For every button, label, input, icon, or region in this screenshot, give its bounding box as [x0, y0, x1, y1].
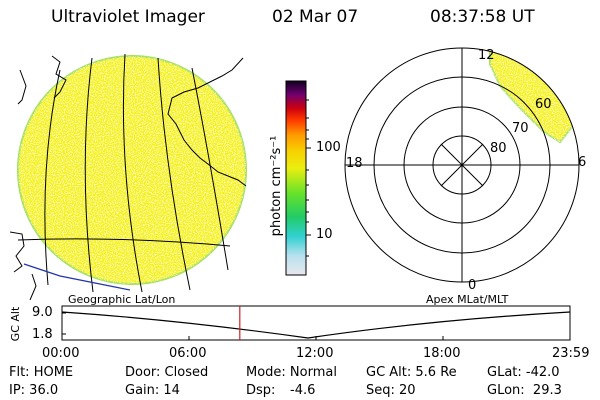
polar-grid: [344, 47, 580, 283]
status-gain: Gain: 14: [125, 383, 180, 398]
globe-gridlines: [17, 53, 231, 293]
gc-alt-curve: [61, 311, 571, 339]
x-tick-0600: 06:00: [169, 346, 207, 361]
mlat-label-70: 70: [512, 121, 529, 136]
status-gc-alt: GC Alt: 5.6 Re: [366, 365, 457, 380]
colorbar-ticks: [306, 99, 311, 257]
x-tick-1800: 18:00: [423, 346, 461, 361]
colorbar-tick-100: 100: [316, 140, 341, 155]
x-tick-1200: 12:00: [296, 346, 334, 361]
app-title: Ultraviolet Imager: [51, 7, 205, 27]
mlt-label-18: 18: [346, 156, 363, 171]
status-door: Door: Closed: [125, 365, 209, 380]
date-label: 02 Mar 07: [272, 7, 359, 27]
y-axis-label: GC Alt: [9, 306, 22, 342]
orbit-ticks: [62, 312, 444, 340]
mlt-label-6: 6: [578, 155, 587, 170]
x-tick-0000: 00:00: [42, 346, 80, 361]
y-tick-9: 9.0: [32, 305, 53, 320]
terminator-line: [23, 263, 131, 291]
globe-speckle: [18, 56, 246, 284]
colorbar-unit-label: photon cm⁻²s⁻¹: [269, 135, 284, 237]
status-ip: IP: 36.0: [9, 383, 59, 398]
geographic-title: Geographic Lat/Lon: [68, 293, 176, 306]
mlat-label-80: 80: [490, 141, 507, 156]
time-label: 08:37:58 UT: [430, 7, 535, 27]
status-glon: GLon: 29.3: [487, 383, 562, 398]
coastline-map: [10, 55, 247, 300]
apex-title: Apex MLat/MLT: [426, 293, 509, 306]
status-mode: Mode: Normal: [246, 365, 337, 380]
status-flt: Flt: HOME: [9, 365, 74, 380]
y-tick-1.8: 1.8: [32, 327, 53, 342]
orbit-panel: [61, 305, 571, 341]
mlat-label-60: 60: [535, 97, 552, 112]
colorbar-tick-10: 10: [316, 227, 333, 242]
status-seq: Seq: 20: [366, 383, 416, 398]
status-dsp: Dsp:: [246, 383, 276, 398]
status-glat: GLat: -42.0: [487, 365, 560, 380]
status-dsp-value: -4.6: [290, 383, 316, 398]
mlt-label-12: 12: [478, 48, 495, 63]
globe-image: [10, 53, 247, 300]
orbit-frame: [61, 305, 571, 341]
auroral-speckle: [490, 48, 578, 142]
mlt-label-0: 0: [468, 278, 477, 293]
x-tick-2359: 23:59: [552, 346, 590, 361]
polar-plot: [344, 47, 580, 283]
colorbar: [285, 80, 311, 276]
colorbar-gradient: [285, 80, 307, 276]
